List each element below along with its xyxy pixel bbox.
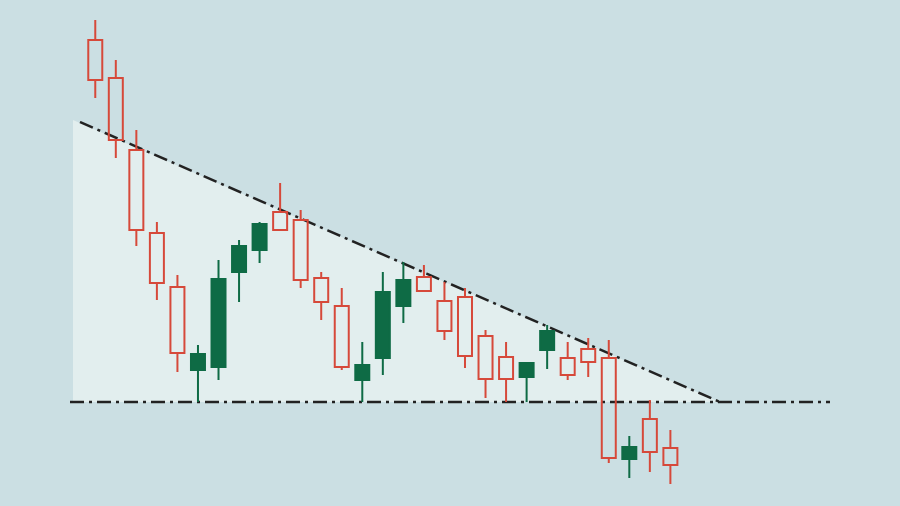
- candle-body: [313, 277, 330, 303]
- candle-body: [87, 39, 104, 81]
- candle-body: [395, 279, 412, 307]
- resistance-line: [79, 120, 721, 404]
- candle-body: [107, 77, 124, 141]
- candle-body: [498, 356, 515, 380]
- candles: [87, 20, 679, 484]
- candle-body: [477, 335, 494, 380]
- candle-body: [518, 362, 535, 378]
- candle-body: [641, 418, 658, 453]
- candle-body: [456, 296, 473, 357]
- candle-body: [662, 447, 679, 466]
- candle-body: [539, 330, 556, 351]
- candle-body: [580, 348, 597, 363]
- candle-body: [292, 219, 309, 281]
- candle-body: [210, 278, 227, 368]
- candle-body: [354, 364, 371, 381]
- candle-body: [148, 232, 165, 284]
- candle-body: [621, 446, 638, 460]
- candle-body: [189, 353, 206, 371]
- candle-body: [559, 357, 576, 376]
- candle-body: [231, 245, 248, 273]
- candle-body: [251, 223, 268, 251]
- candle-body: [272, 211, 289, 231]
- candle-body: [600, 357, 617, 459]
- candle-body: [415, 276, 432, 292]
- candle-body: [333, 305, 350, 368]
- candle-body: [436, 300, 453, 332]
- candle-body: [374, 291, 391, 359]
- candle-body: [128, 149, 145, 231]
- candle-body: [169, 286, 186, 354]
